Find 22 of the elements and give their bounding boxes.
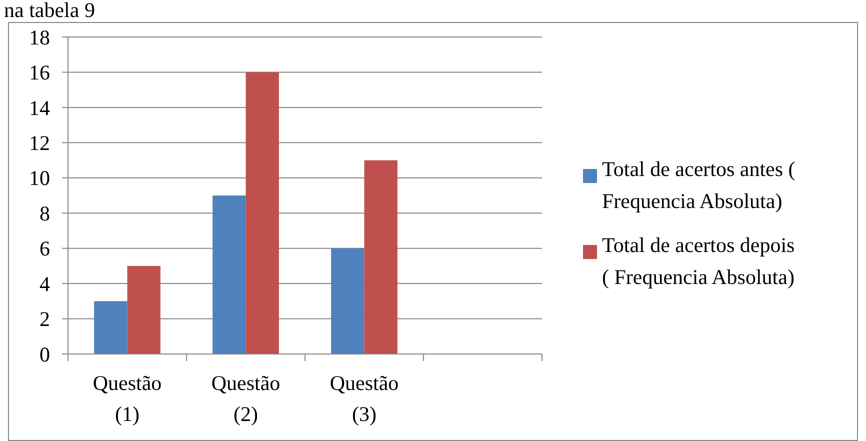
- x-tick-label: Questão (3): [330, 371, 399, 426]
- bar: [212, 196, 246, 354]
- bar: [246, 72, 279, 354]
- y-tick-label: 18: [29, 25, 50, 50]
- y-tick-label: 12: [29, 131, 50, 156]
- text: na tabela 9: [4, 0, 95, 22]
- y-tick-label: 16: [29, 60, 50, 85]
- y-tick-label: 0: [40, 342, 50, 366]
- legend-label: Total de acertos antes ( Frequencia Absoluta): [602, 157, 796, 213]
- y-tick-label: 10: [29, 166, 50, 190]
- bar: [364, 160, 398, 354]
- x-tick-label: Questão (2): [211, 371, 280, 426]
- bar: [94, 301, 128, 354]
- x-tick-label: Questão (1): [92, 371, 162, 426]
- bar: [331, 248, 364, 354]
- y-tick-label: 2: [40, 307, 50, 332]
- legend-label: Total de acertos depois ( Frequencia Absoluta): [602, 233, 795, 289]
- y-tick-label: 6: [40, 236, 50, 261]
- bar: [127, 266, 160, 354]
- y-tick-label: 4: [40, 272, 50, 296]
- y-tick-label: 8: [40, 201, 50, 226]
- y-tick-label: 14: [29, 96, 50, 120]
